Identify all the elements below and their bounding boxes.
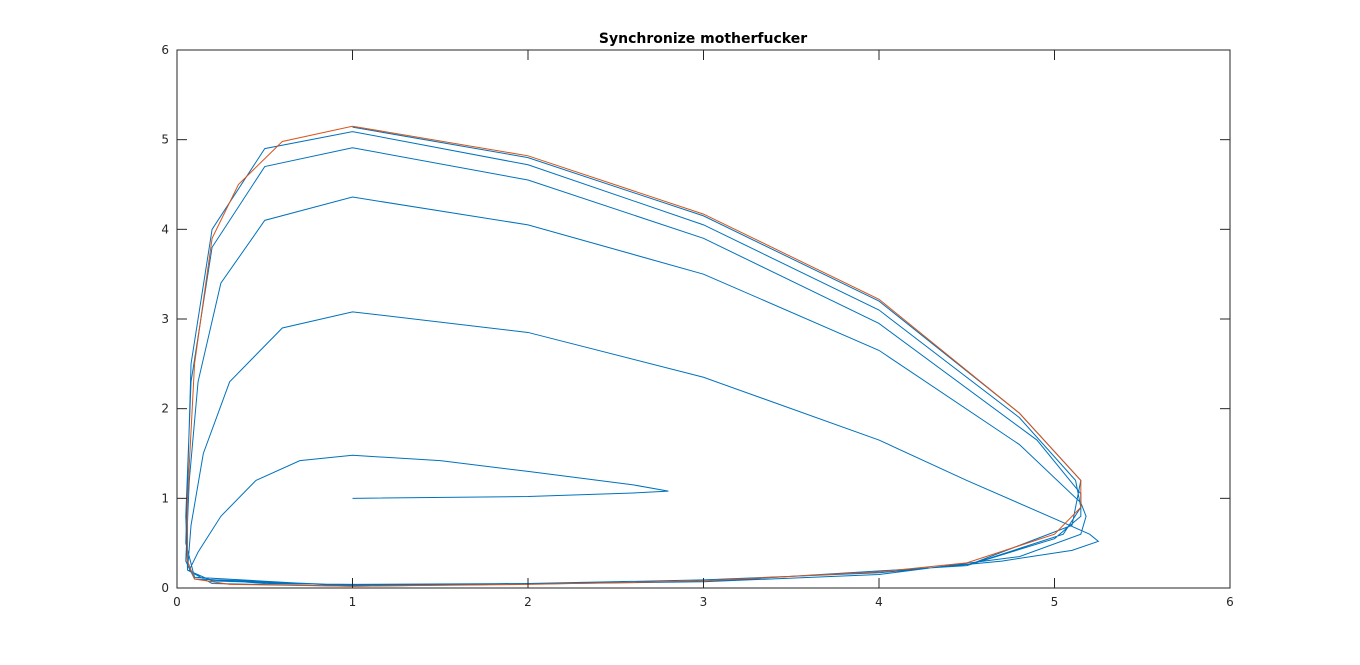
chart-title: Synchronize motherfucker: [599, 31, 807, 47]
y-tick-label: 2: [161, 402, 169, 416]
x-tick-label: 1: [349, 595, 357, 609]
x-tick-label: 6: [1226, 595, 1234, 609]
x-tick-label: 3: [700, 595, 708, 609]
x-tick-label: 5: [1051, 595, 1059, 609]
trajectory-line: [185, 126, 1100, 587]
x-tick-label: 4: [875, 595, 883, 609]
y-tick-label: 6: [161, 43, 169, 57]
y-tick-label: 3: [161, 312, 169, 326]
x-tick-label: 2: [524, 595, 532, 609]
trajectory-line: [187, 125, 1082, 587]
y-tick-label: 5: [161, 133, 169, 147]
y-tick-label: 0: [161, 581, 169, 595]
y-tick-label: 4: [161, 222, 169, 236]
x-tick-label: 0: [173, 595, 181, 609]
y-tick-label: 1: [161, 491, 169, 505]
